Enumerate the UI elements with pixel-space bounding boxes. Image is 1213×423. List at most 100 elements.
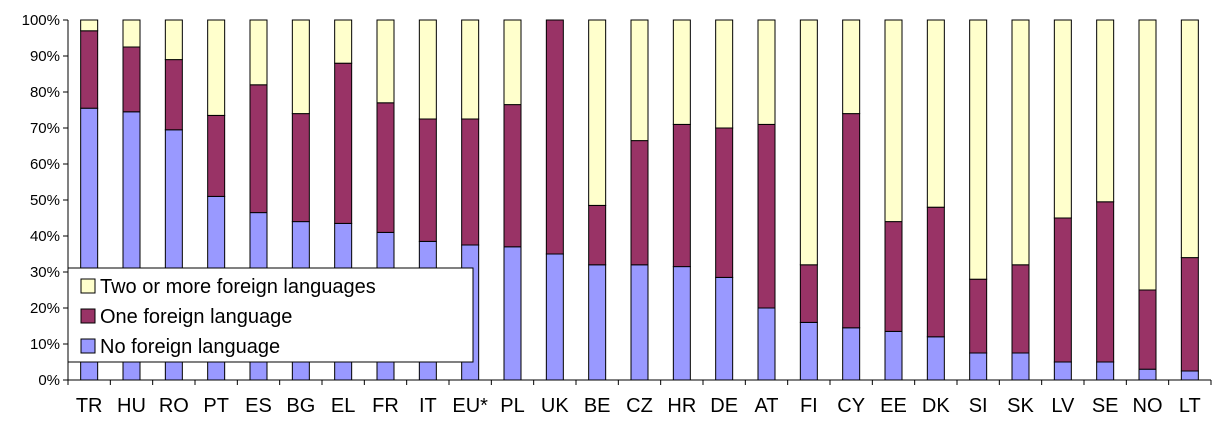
bar-segment <box>757 19 776 125</box>
legend: Two or more foreign languages One foreign… <box>67 267 474 363</box>
x-category-label: PT <box>203 395 229 417</box>
x-category-label: IT <box>419 395 437 417</box>
x-category-label: PL <box>500 395 524 417</box>
bar-segment <box>969 352 988 381</box>
bar-segment <box>545 253 564 381</box>
x-category-label: FI <box>800 395 818 417</box>
bar-segment <box>757 307 776 381</box>
bar-segment <box>1138 368 1157 381</box>
bar-segment <box>884 221 903 332</box>
bar-segment <box>1011 19 1030 266</box>
bar-segment <box>799 321 818 381</box>
x-category-label: EE <box>880 395 907 417</box>
y-tick-label: 30% <box>30 264 60 281</box>
bar-segment <box>80 19 99 32</box>
bar-segment <box>969 278 988 354</box>
x-category-label: DE <box>710 395 738 417</box>
x-category-label: SI <box>969 395 988 417</box>
x-category-label: CZ <box>626 395 653 417</box>
bar-segment <box>1180 257 1199 372</box>
bar-segment <box>926 206 945 338</box>
bar-segment <box>1138 289 1157 370</box>
bar-segment <box>799 264 818 323</box>
bar-segment <box>1053 217 1072 363</box>
bar-segment <box>418 118 437 242</box>
y-tick-label: 100% <box>22 12 60 29</box>
bar-segment <box>672 19 691 125</box>
bar-segment <box>926 19 945 208</box>
bar-segment <box>122 46 141 113</box>
legend-entry-label: No foreign language <box>100 336 280 358</box>
legend-swatch <box>80 278 96 294</box>
bar-segment <box>630 264 649 381</box>
x-category-label: LT <box>1179 395 1201 417</box>
x-category-label: HU <box>117 395 146 417</box>
bar-segment <box>545 19 564 255</box>
bar-segment <box>588 204 607 266</box>
x-category-label: BE <box>584 395 611 417</box>
x-category-label: ES <box>245 395 272 417</box>
bar-segment <box>715 19 734 129</box>
bar-segment <box>291 19 310 115</box>
y-tick-label: 90% <box>30 48 60 65</box>
bar-segment <box>1180 370 1199 381</box>
y-tick-label: 70% <box>30 120 60 137</box>
x-category-label: UK <box>541 395 569 417</box>
x-category-label: BG <box>286 395 315 417</box>
bar-segment <box>503 246 522 381</box>
x-category-label: CY <box>837 395 865 417</box>
x-category-label: DK <box>922 395 950 417</box>
legend-swatch <box>80 308 96 324</box>
bar-segment <box>164 19 183 61</box>
x-category-label: SE <box>1092 395 1119 417</box>
bar-segment <box>588 264 607 381</box>
bar-segment <box>842 19 861 115</box>
bar-segment <box>969 19 988 280</box>
bar-segment <box>207 19 226 116</box>
legend-box <box>67 267 474 363</box>
bar-segment <box>1180 19 1199 259</box>
bar-segment <box>1011 264 1030 354</box>
bar-segment <box>249 84 268 214</box>
bar-segment <box>334 62 353 224</box>
bar-segment <box>842 113 861 329</box>
bar-segment <box>1011 352 1030 381</box>
x-category-label: EL <box>331 395 355 417</box>
x-category-label: NO <box>1133 395 1163 417</box>
x-category-label: FR <box>372 395 399 417</box>
y-tick-label: 50% <box>30 192 60 209</box>
legend-entry-label: One foreign language <box>100 306 292 328</box>
y-tick-label: 80% <box>30 84 60 101</box>
y-tick-label: 20% <box>30 300 60 317</box>
bar-segment <box>418 19 437 120</box>
y-tick-label: 60% <box>30 156 60 173</box>
bar-segment <box>334 19 353 64</box>
legend-entry-label: Two or more foreign languages <box>100 276 376 298</box>
bar-segment <box>842 327 861 381</box>
bar-segment <box>884 19 903 223</box>
bar-segment <box>884 330 903 381</box>
bar-segment <box>1096 361 1115 381</box>
bar-segment <box>376 102 395 233</box>
bar-segment <box>376 19 395 104</box>
bar-segment <box>799 19 818 266</box>
x-category-label: RO <box>159 395 189 417</box>
bar-segment <box>588 19 607 206</box>
bar-segment <box>1138 19 1157 291</box>
bar-segment <box>1053 361 1072 381</box>
x-category-label: AT <box>754 395 778 417</box>
bar-segment <box>630 140 649 266</box>
bar-segment <box>715 276 734 381</box>
x-category-label: LV <box>1051 395 1075 417</box>
bar-segment <box>503 19 522 106</box>
legend-swatch <box>80 338 96 354</box>
bar-segment <box>291 113 310 223</box>
y-axis: 0% 10% 20% 30% 40% 50% 60% 70% 80% 90% 100% <box>22 12 69 389</box>
x-category-label: HR <box>667 395 696 417</box>
bar-segment <box>503 104 522 248</box>
bar-segment <box>1053 19 1072 219</box>
bar-segment <box>926 336 945 381</box>
y-tick-label: 10% <box>30 336 60 353</box>
y-tick-label: 0% <box>38 372 60 389</box>
